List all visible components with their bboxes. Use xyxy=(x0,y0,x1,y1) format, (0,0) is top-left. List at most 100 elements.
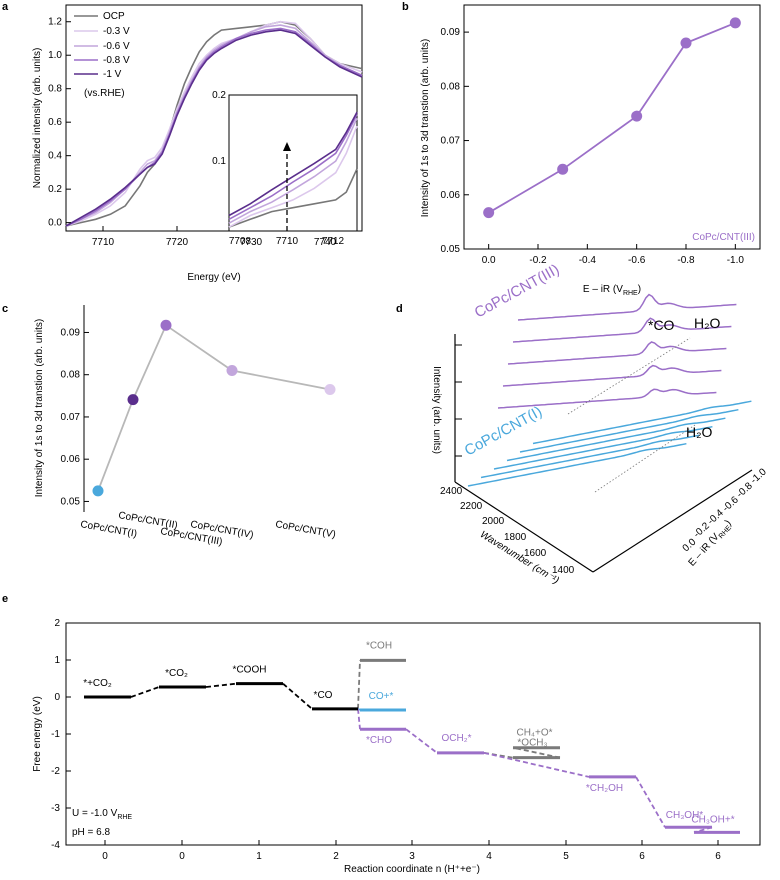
b-xtick-label-5: -1.0 xyxy=(727,255,745,266)
legend-label-0-6v: -0.6 V xyxy=(103,41,130,52)
b-xtick-label-4: -0.8 xyxy=(677,255,695,266)
b-point-1 xyxy=(557,163,569,175)
d-peak-label-co: *CO xyxy=(648,317,675,333)
b-xtick-label-2: -0.4 xyxy=(579,255,597,266)
a-series-line-4 xyxy=(65,29,363,227)
b-xtick-label-3: -0.6 xyxy=(628,255,646,266)
d-spectrum-6 xyxy=(497,388,717,409)
e-xtick-label-0: 0 xyxy=(102,851,108,862)
panel-label-e: e xyxy=(2,593,8,605)
d-xtick-label-1: 2200 xyxy=(460,501,483,512)
legend-note-vs-rhe: (vs.RHE) xyxy=(84,88,125,99)
panel-a-ylabel: Normalized intensity (arb. units) xyxy=(32,48,43,189)
a-ytick-label-6: 1.2 xyxy=(48,17,62,28)
b-point-3 xyxy=(680,37,692,49)
b-point-2 xyxy=(631,110,643,122)
d-peak-label-h2o-bottom: H₂O xyxy=(686,424,713,440)
e-xtick-label-7: 6 xyxy=(639,851,645,862)
e-ytick-label-0: 2 xyxy=(54,618,60,629)
e-level-label-2: *COOH xyxy=(233,665,267,676)
d-xtick-label-2: 2000 xyxy=(482,516,505,527)
a-inset-line-3 xyxy=(228,114,358,221)
e-level-label-1: *CO₂ xyxy=(165,668,188,679)
panel-a-chart: 7710 7720 7730 7740 0.0 0.2 0.4 0.6 0.8 1.0 1.2 OC… xyxy=(32,4,363,283)
panel-c-ylabel: Intensity of 1s to 3d transtion (arb. un… xyxy=(34,319,45,497)
e-xtick-label-1: 0 xyxy=(179,851,185,862)
b-xtick-label-1: -0.2 xyxy=(529,255,547,266)
e-ytick-label-6: -4 xyxy=(51,840,60,851)
d-spectrum-0 xyxy=(467,442,687,487)
d-peak-label-h2o-top: H₂O xyxy=(694,315,721,331)
a-ytick-label-1: 0.2 xyxy=(48,184,62,195)
inset-xtick-7710: 7710 xyxy=(276,236,299,247)
e-level-label-4: *COH xyxy=(366,640,392,651)
panel-label-b: b xyxy=(402,1,409,13)
a-ytick-label-0: 0.0 xyxy=(48,218,62,229)
a-series-line-3 xyxy=(65,27,363,227)
d-spectrum-1 xyxy=(480,434,700,479)
c-ytick-label-1: 0.06 xyxy=(61,454,81,465)
e-connector-1 xyxy=(205,682,237,688)
e-level-label-3: *CO xyxy=(314,690,333,701)
d-group-label-i: CoPc/CNT(I) xyxy=(462,403,545,459)
inset-ytick-0-1: 0.1 xyxy=(212,156,226,167)
legend-label-1v: -1 V xyxy=(103,69,122,80)
panel-c-chart: 0.050.060.070.080.09CoPc/CNT(I)CoPc/CNT(… xyxy=(34,305,337,548)
a-xtick-label-0: 7710 xyxy=(92,237,115,248)
d-spectrum-2 xyxy=(493,425,713,470)
d-xtick-label-5: 1400 xyxy=(552,565,575,576)
e-connector-0 xyxy=(130,686,160,698)
c-ytick-label-0: 0.05 xyxy=(61,496,81,507)
a-ytick-label-5: 1.0 xyxy=(48,50,62,61)
d-ytick-label-3: -0.4 xyxy=(706,507,726,527)
d-ytick-label-0: -1.0 xyxy=(749,466,769,486)
panel-b-chart: 0.0 -0.2 -0.4 -0.6 -0.8 -1.0 0.05 0.06 0.07 0.08 0… xyxy=(420,4,761,297)
c-series-line xyxy=(97,323,331,492)
a-ytick-label-3: 0.6 xyxy=(48,117,62,128)
panel-b-xlabel: E – iR (VRHE) xyxy=(583,284,641,297)
legend-label-0-3v: -0.3 V xyxy=(103,26,130,37)
panel-e-chart: 2 1 0 -1 -2 -3 -4 0 0 1 2 3 4 5 6 6 *+CO₂ *CO₂ *COOH *CO *C… xyxy=(32,618,761,875)
a-xtick-label-1: 7720 xyxy=(166,237,189,248)
a-ytick-label-2: 0.4 xyxy=(48,151,62,162)
panel-label-d: d xyxy=(396,303,403,315)
legend-label-0-8v: -0.8 V xyxy=(103,55,130,66)
d-spectrum-4 xyxy=(519,408,739,453)
e-level-label-9: CH₄+O* xyxy=(516,728,552,739)
legend-label-ocp: OCP xyxy=(103,11,125,22)
panel-b-xlabel-main: E – iR (V xyxy=(583,284,623,295)
e-level-label-11: CH₃OH* xyxy=(666,810,704,821)
panel-d-potential-axis xyxy=(592,469,753,573)
e-connector-5 xyxy=(357,708,361,730)
e-level-label-7: OCH₂* xyxy=(442,733,472,744)
c-point-0 xyxy=(92,485,104,497)
c-ytick-label-2: 0.07 xyxy=(61,412,81,423)
b-xtick-label-0: 0.0 xyxy=(482,255,496,266)
d-ylabel-end: ) xyxy=(723,518,733,528)
panel-e-ylabel: Free energy (eV) xyxy=(32,696,43,772)
e-connector-8 xyxy=(512,746,561,759)
e-ytick-label-4: -2 xyxy=(51,766,60,777)
d-co-guide-high xyxy=(567,337,691,415)
e-level-label-0: *+CO₂ xyxy=(83,678,112,689)
d-water-guide-low xyxy=(594,424,696,493)
panel-label-a: a xyxy=(2,1,9,13)
e-xtick-label-3: 2 xyxy=(333,851,339,862)
d-group-label-iii: CoPc/CNT(III) xyxy=(472,261,563,322)
d-zlabel: Intensity (arb. units) xyxy=(431,366,442,454)
e-condition-u-sub: RHE xyxy=(117,814,132,821)
c-point-3 xyxy=(226,364,238,376)
e-level-label-6: *CHO xyxy=(366,735,392,746)
e-condition-ph: pH = 6.8 xyxy=(72,827,111,838)
e-connector-9 xyxy=(483,751,590,778)
d-xtick-label-3: 1800 xyxy=(504,532,527,543)
e-connector-10 xyxy=(635,776,666,828)
e-condition-u: U = -1.0 VRHE xyxy=(72,808,132,821)
a-series-line-0 xyxy=(65,20,363,227)
inset-frame xyxy=(228,94,358,232)
e-xtick-label-4: 3 xyxy=(409,851,415,862)
a-inset-line-2 xyxy=(228,117,358,224)
b-point-0 xyxy=(483,207,495,219)
d-spectrum-7 xyxy=(502,364,722,387)
